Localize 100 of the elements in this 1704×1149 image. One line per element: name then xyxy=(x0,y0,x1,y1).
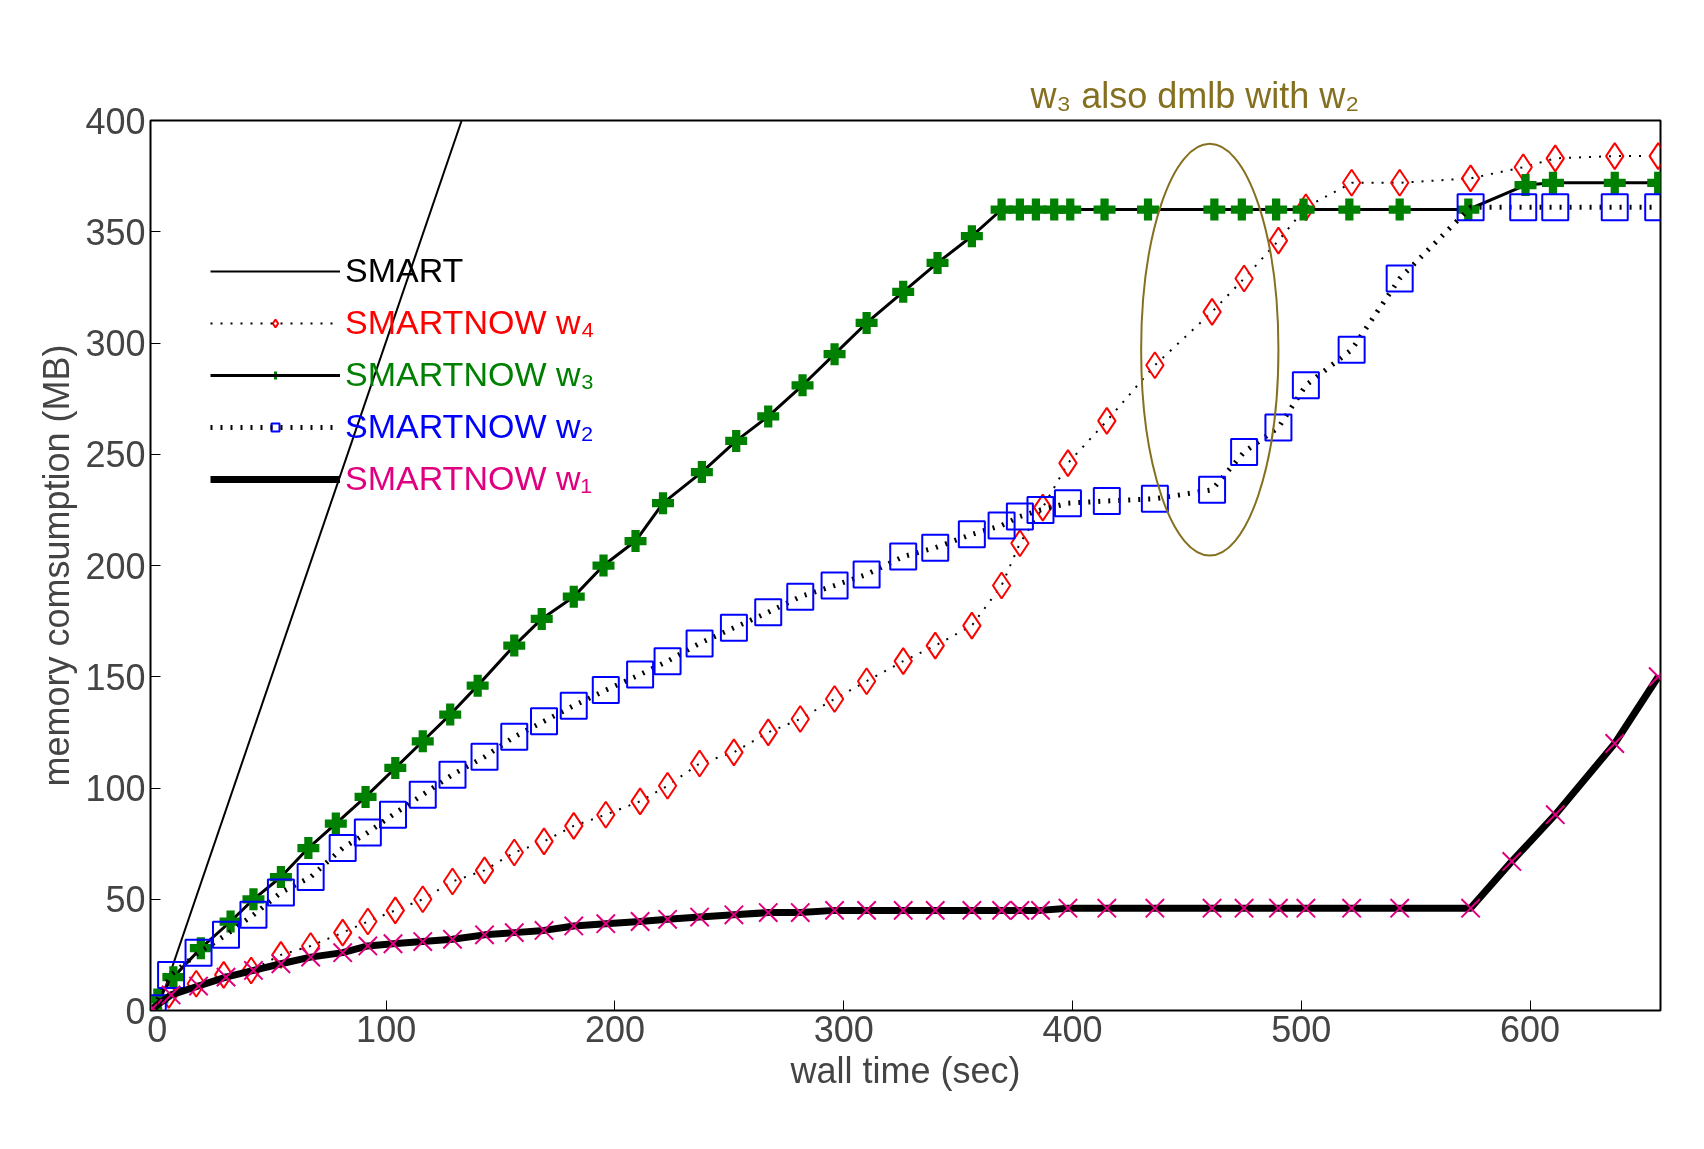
point xyxy=(824,900,845,921)
point xyxy=(563,915,584,937)
point xyxy=(689,906,710,928)
point xyxy=(657,771,678,800)
point xyxy=(855,311,878,334)
point xyxy=(926,251,949,274)
point xyxy=(1292,198,1315,221)
point xyxy=(852,560,881,589)
point xyxy=(474,924,495,946)
point xyxy=(1509,193,1538,222)
point xyxy=(1291,371,1320,400)
point xyxy=(991,571,1012,600)
point xyxy=(474,856,495,885)
point xyxy=(1514,174,1537,197)
point xyxy=(856,900,877,921)
point xyxy=(184,938,213,967)
point xyxy=(957,520,986,549)
point xyxy=(824,685,845,713)
point xyxy=(1460,897,1481,919)
point xyxy=(300,946,321,968)
point xyxy=(1341,168,1362,197)
point xyxy=(1059,198,1082,221)
y-tick-label: 200 xyxy=(85,545,146,587)
y-tick-label: 300 xyxy=(85,323,146,364)
point xyxy=(215,966,237,988)
point xyxy=(212,920,240,949)
point xyxy=(1264,413,1293,442)
point xyxy=(1388,198,1411,221)
point xyxy=(1604,733,1625,754)
point xyxy=(439,703,462,726)
point xyxy=(379,800,408,829)
point xyxy=(466,674,489,697)
point xyxy=(408,780,437,809)
point xyxy=(270,953,292,974)
point xyxy=(188,975,209,997)
point xyxy=(1268,226,1289,255)
point xyxy=(354,785,377,808)
point xyxy=(1385,264,1414,293)
point xyxy=(1005,502,1034,531)
point xyxy=(889,542,918,571)
point xyxy=(987,511,1016,540)
point xyxy=(470,742,499,771)
point xyxy=(1541,193,1570,222)
x-tick-label: 500 xyxy=(1271,1008,1332,1050)
point xyxy=(653,647,682,676)
y-tick-label: 400 xyxy=(85,100,146,142)
point xyxy=(1541,171,1564,194)
point xyxy=(1230,198,1253,221)
point xyxy=(685,629,714,658)
point xyxy=(1057,897,1079,919)
legend-label: SMARTNOW w₁ xyxy=(345,459,592,498)
point xyxy=(353,818,382,847)
point xyxy=(786,582,815,611)
point xyxy=(1603,171,1626,194)
point xyxy=(442,867,463,896)
point xyxy=(1230,438,1259,467)
point xyxy=(500,722,529,751)
point xyxy=(893,900,914,921)
text: w₃ also dmlb with w₂ xyxy=(1029,74,1360,116)
point xyxy=(856,667,877,696)
y-tick-label: 350 xyxy=(85,211,146,253)
point xyxy=(624,530,647,553)
point xyxy=(382,933,404,954)
x-tick-label: 400 xyxy=(1042,1008,1103,1050)
point xyxy=(657,909,678,930)
point xyxy=(723,904,745,926)
point xyxy=(559,691,588,720)
point xyxy=(1460,164,1481,193)
point xyxy=(629,911,651,932)
point xyxy=(1140,484,1169,513)
point xyxy=(530,607,553,630)
x-axis-title: wall time (sec) xyxy=(789,1049,1021,1091)
point xyxy=(820,571,849,600)
point xyxy=(754,598,783,627)
y-tick-label: 50 xyxy=(105,879,146,921)
point xyxy=(1341,897,1362,919)
point xyxy=(595,913,616,934)
point xyxy=(438,760,467,789)
point xyxy=(1092,486,1121,515)
point xyxy=(504,922,525,943)
point xyxy=(384,756,407,779)
point xyxy=(530,707,559,736)
point xyxy=(757,405,780,428)
y-tick-label: 100 xyxy=(85,768,146,809)
point xyxy=(1093,198,1116,221)
point xyxy=(239,900,268,929)
x-tick-label: 600 xyxy=(1500,1008,1561,1050)
point xyxy=(651,492,674,515)
point xyxy=(719,613,748,642)
point xyxy=(1203,198,1226,221)
point xyxy=(266,878,295,907)
point xyxy=(297,837,320,860)
y-axis-title: memory comsumption (MB) xyxy=(36,344,78,787)
point xyxy=(157,960,186,989)
point xyxy=(1268,897,1289,919)
point xyxy=(1096,897,1118,919)
point xyxy=(562,585,585,608)
point xyxy=(1026,495,1055,524)
y-tick-label: 250 xyxy=(85,434,146,476)
point xyxy=(790,902,811,923)
